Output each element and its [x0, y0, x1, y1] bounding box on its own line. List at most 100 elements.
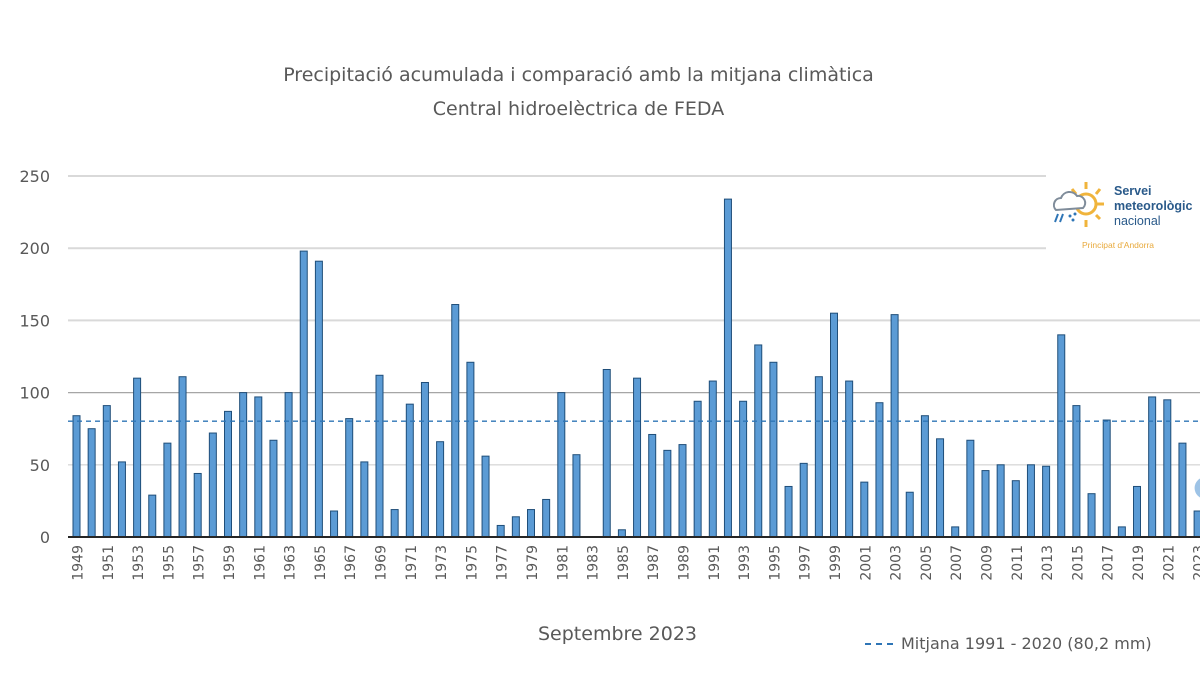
- bar-1959: [224, 410, 232, 538]
- bar-1987: [648, 433, 657, 538]
- bar-2005: [920, 415, 929, 538]
- logo-text-line2: meteorològic: [1114, 199, 1193, 213]
- chart-title-line1: Precipitació acumulada i comparació amb …: [283, 64, 874, 86]
- bar-2018: [1117, 526, 1126, 538]
- bar-2006: [936, 438, 945, 538]
- x-tick-label: 1963: [283, 545, 299, 581]
- x-tick-label: 1995: [767, 545, 783, 581]
- x-tick-label: 1965: [313, 545, 329, 581]
- x-tick-label: 1999: [828, 545, 844, 581]
- x-tick-label: 2015: [1070, 545, 1086, 581]
- bar-2012: [1026, 464, 1035, 538]
- bar-1964: [299, 250, 308, 538]
- bar-1953: [133, 377, 142, 538]
- x-tick-label: 1951: [101, 545, 117, 581]
- bar-1956: [178, 376, 187, 538]
- y-tick-label: 0: [40, 528, 50, 547]
- bar-1985: [617, 529, 626, 538]
- bar-1961: [254, 396, 263, 538]
- bar-1970: [390, 509, 399, 538]
- bar-2016: [1087, 493, 1096, 538]
- x-tick-label: 2013: [1040, 545, 1056, 581]
- legend-dashed-line-swatch: [865, 642, 893, 645]
- x-tick-label: 2021: [1161, 545, 1177, 581]
- bar-1973: [436, 441, 445, 538]
- bar-1954: [148, 494, 157, 538]
- y-tick-label: 50: [30, 456, 50, 475]
- y-tick-label: 100: [19, 384, 50, 403]
- bar-2002: [875, 402, 884, 538]
- bar-1989: [678, 444, 687, 538]
- bar-1952: [117, 461, 126, 538]
- x-tick-label: 2017: [1101, 545, 1117, 581]
- bar-2023: [1193, 510, 1200, 538]
- bar-1998: [814, 376, 823, 538]
- bar-1962: [269, 439, 278, 538]
- x-tick-label: 2007: [949, 545, 965, 581]
- bar-1950: [87, 428, 96, 538]
- data-label-2023: 1: [1199, 480, 1200, 498]
- bar-1991: [708, 380, 717, 538]
- x-tick-label: 1983: [586, 545, 602, 581]
- y-tick-label: 200: [19, 239, 50, 258]
- bar-1966: [330, 510, 339, 538]
- x-tick-label: 1975: [464, 545, 480, 581]
- x-tick-label: 1959: [222, 545, 238, 581]
- legend: Mitjana 1991 - 2020 (80,2 mm): [865, 634, 1152, 653]
- bar-2019: [1133, 485, 1141, 538]
- sun-cloud-rain-icon: [1052, 182, 1104, 227]
- bar-2010: [996, 464, 1005, 538]
- bar-1955: [163, 442, 172, 538]
- bar-1980: [542, 498, 551, 538]
- x-tick-label: 1977: [495, 545, 511, 581]
- bar-1992: [723, 198, 732, 538]
- bar-1975: [466, 361, 475, 538]
- bar-2021: [1163, 399, 1172, 538]
- bar-1960: [239, 392, 248, 538]
- bar-1986: [633, 377, 642, 538]
- bar-2022: [1178, 442, 1187, 538]
- bar-1999: [830, 312, 838, 538]
- bar-1984: [602, 368, 611, 538]
- x-tick-label: 1997: [798, 545, 814, 581]
- x-tick-label: 2019: [1131, 545, 1147, 581]
- bar-1965: [314, 260, 323, 538]
- bar-1958: [208, 432, 217, 538]
- bar-1976: [481, 455, 490, 538]
- x-tick-label: 1957: [192, 545, 208, 581]
- bar-2000: [845, 380, 854, 538]
- bar-1971: [405, 403, 414, 538]
- bar-1995: [769, 361, 778, 538]
- x-tick-label: 2023: [1192, 545, 1200, 581]
- bar-2007: [951, 526, 960, 538]
- x-tick-label: 1985: [616, 545, 632, 581]
- x-tick-label: 2011: [1010, 545, 1026, 581]
- smn-logo: Servei meteorològic nacional Principat d…: [1046, 168, 1200, 254]
- bar-1968: [360, 461, 369, 538]
- bar-2008: [966, 439, 975, 538]
- x-tick-label: 1961: [252, 545, 268, 581]
- bar-1951: [102, 405, 111, 538]
- chart-title-line2: Central hidroelèctrica de FEDA: [432, 98, 725, 120]
- bar-2014: [1057, 334, 1066, 538]
- bar-1967: [345, 418, 354, 538]
- x-tick-label: 1949: [71, 545, 87, 581]
- x-tick-label: 2001: [858, 545, 874, 581]
- legend-label-mean: Mitjana 1991 - 2020 (80,2 mm): [901, 634, 1152, 653]
- x-tick-label: 1993: [737, 545, 753, 581]
- x-tick-label: 2009: [980, 545, 996, 581]
- bar-2015: [1072, 405, 1081, 538]
- bar-2011: [1011, 480, 1020, 538]
- bar-1949: [72, 415, 81, 538]
- bar-1997: [799, 462, 808, 538]
- bar-1977: [496, 524, 505, 538]
- bar-1988: [663, 449, 672, 538]
- bar-2001: [860, 481, 869, 538]
- x-tick-label: 1979: [525, 545, 541, 581]
- y-tick-label: 150: [19, 311, 50, 330]
- y-tick-label: 250: [19, 167, 50, 186]
- bar-1996: [784, 485, 793, 538]
- bar-1994: [754, 344, 763, 538]
- bar-1957: [193, 472, 202, 538]
